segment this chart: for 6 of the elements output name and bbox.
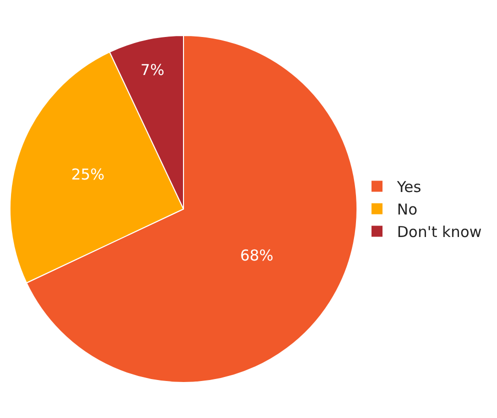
legend-label: Don't know [397, 223, 482, 242]
data-label: 25% [71, 166, 105, 184]
data-label: 7% [140, 61, 164, 79]
data-label: 68% [240, 246, 274, 264]
legend-label: No [397, 200, 418, 219]
legend-label: Yes [396, 178, 422, 196]
